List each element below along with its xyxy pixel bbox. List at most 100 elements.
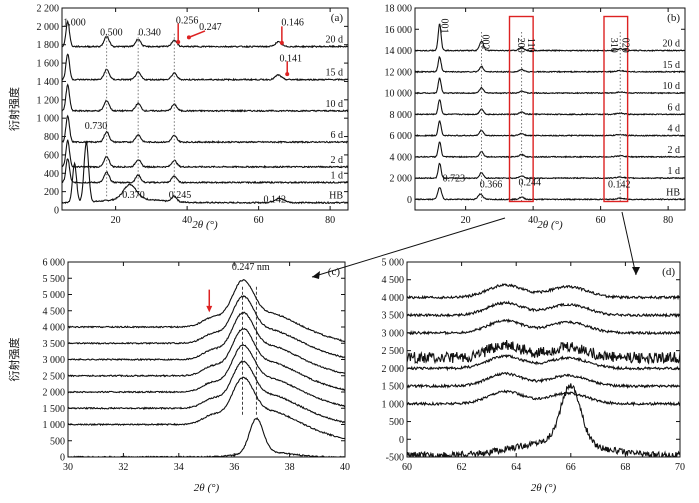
x-axis-label: 2θ (°): [192, 219, 218, 231]
y-tick-label: 1 000: [37, 114, 60, 125]
x-axis-label: 2θ (°): [537, 219, 563, 231]
series-line: [68, 376, 345, 440]
y-tick-label: 1 000: [382, 399, 405, 410]
y-tick-label: 5 500: [43, 274, 66, 285]
y-tick-label: 1 600: [37, 59, 60, 70]
peak-label: 200: [515, 38, 526, 53]
y-tick-label: 2 000: [390, 174, 413, 185]
y-tick-label: 1 200: [37, 95, 60, 106]
series-label: 20 d: [663, 39, 681, 50]
y-tick-label: 2 000: [43, 388, 66, 399]
series-line: [415, 162, 685, 180]
series-line: [415, 187, 685, 201]
series-label: HB: [329, 191, 343, 202]
x-tick-label: 34: [174, 462, 184, 473]
series-label: 20 d: [326, 35, 344, 46]
series-label: HB: [666, 187, 680, 198]
peak-label: 310: [608, 38, 619, 53]
y-tick-label: 4 500: [382, 275, 405, 286]
peak-label: 0.247 nm: [232, 262, 270, 273]
y-tick-label: 500: [50, 436, 65, 447]
y-tick-label: 0: [407, 195, 412, 206]
series-label: 15 d: [326, 68, 344, 79]
x-tick-label: 40: [528, 215, 538, 226]
panel-label: (d): [662, 266, 675, 278]
peak-label: 020: [620, 38, 631, 53]
series-line: [62, 53, 348, 82]
series-line: [68, 344, 345, 408]
series-line: [415, 99, 685, 116]
series-label: 2 d: [331, 155, 344, 166]
y-tick-label: 5 000: [43, 290, 66, 301]
peak-label: 110: [525, 38, 536, 53]
panel-0: [61, 7, 349, 211]
y-tick-label: 800: [44, 132, 59, 143]
y-tick-label: 400: [44, 169, 59, 180]
x-tick-label: 80: [663, 215, 673, 226]
series-line: [407, 318, 680, 336]
y-tick-label: 1 500: [382, 382, 405, 393]
series-line: [62, 19, 348, 49]
peak-label: 0.245: [169, 190, 192, 201]
peak-label: 0.146: [281, 17, 304, 28]
x-tick-label: 30: [63, 462, 73, 473]
y-tick-label: 4 500: [43, 306, 66, 317]
y-tick-label: 4 000: [382, 293, 405, 304]
x-tick-label: 36: [229, 462, 239, 473]
series-line: [68, 417, 345, 457]
series-line: [62, 114, 348, 145]
y-tick-label: 4 000: [390, 152, 413, 163]
series-line: [68, 327, 345, 391]
x-tick-label: 40: [182, 215, 192, 226]
series-label: 10 d: [663, 81, 681, 92]
y-tick-label: 3 000: [382, 328, 405, 339]
panel-label: (b): [667, 12, 680, 24]
red-arrow-head: [186, 35, 191, 40]
x-tick-label: 32: [118, 462, 128, 473]
peak-label: 0.244: [519, 178, 542, 189]
red-arrow-head: [285, 72, 290, 77]
red-arrow-head: [279, 40, 284, 45]
series-line: [407, 300, 680, 318]
red-arrow-head: [176, 39, 181, 44]
y-tick-label: -500: [386, 453, 404, 464]
panel-label: (a): [331, 12, 344, 24]
peak-label: 0.142: [608, 180, 631, 191]
x-tick-label: 38: [285, 462, 295, 473]
y-tick-label: 6 000: [390, 131, 413, 142]
y-tick-label: 1 800: [37, 40, 60, 51]
x-axis-label: 2θ (°): [531, 482, 557, 494]
series-line: [62, 140, 348, 205]
series-line: [62, 139, 348, 169]
x-tick-label: 68: [620, 462, 630, 473]
series-line: [407, 340, 680, 365]
connector-arrow: [621, 211, 637, 276]
x-tick-label: 60: [254, 215, 264, 226]
plot-frame: [414, 7, 686, 211]
x-tick-label: 60: [596, 215, 606, 226]
series-line: [407, 389, 680, 407]
y-tick-label: 16 000: [385, 25, 413, 36]
y-axis-label: 衍射强度: [7, 87, 21, 131]
y-tick-label: 2 500: [382, 346, 405, 357]
series-line: [62, 158, 348, 185]
y-tick-label: 2 500: [43, 371, 66, 382]
x-tick-label: 20: [461, 215, 471, 226]
series-label: 6 d: [331, 130, 344, 141]
series-label: 4 d: [668, 124, 681, 135]
series-line: [68, 360, 345, 424]
series-line: [415, 55, 685, 74]
peak-label: 1.000: [63, 17, 86, 28]
y-tick-label: 4 000: [43, 323, 66, 334]
y-tick-label: 5 000: [382, 258, 405, 269]
series-line: [62, 83, 348, 113]
series-label: 1 d: [668, 166, 681, 177]
peak-label: 0.370: [122, 190, 145, 201]
y-tick-label: 500: [389, 417, 404, 428]
red-arrow-head: [206, 305, 213, 313]
series-line: [407, 383, 680, 457]
peak-label: 0.723: [443, 173, 466, 184]
y-tick-label: 10 000: [385, 89, 413, 100]
x-tick-label: 62: [457, 462, 467, 473]
